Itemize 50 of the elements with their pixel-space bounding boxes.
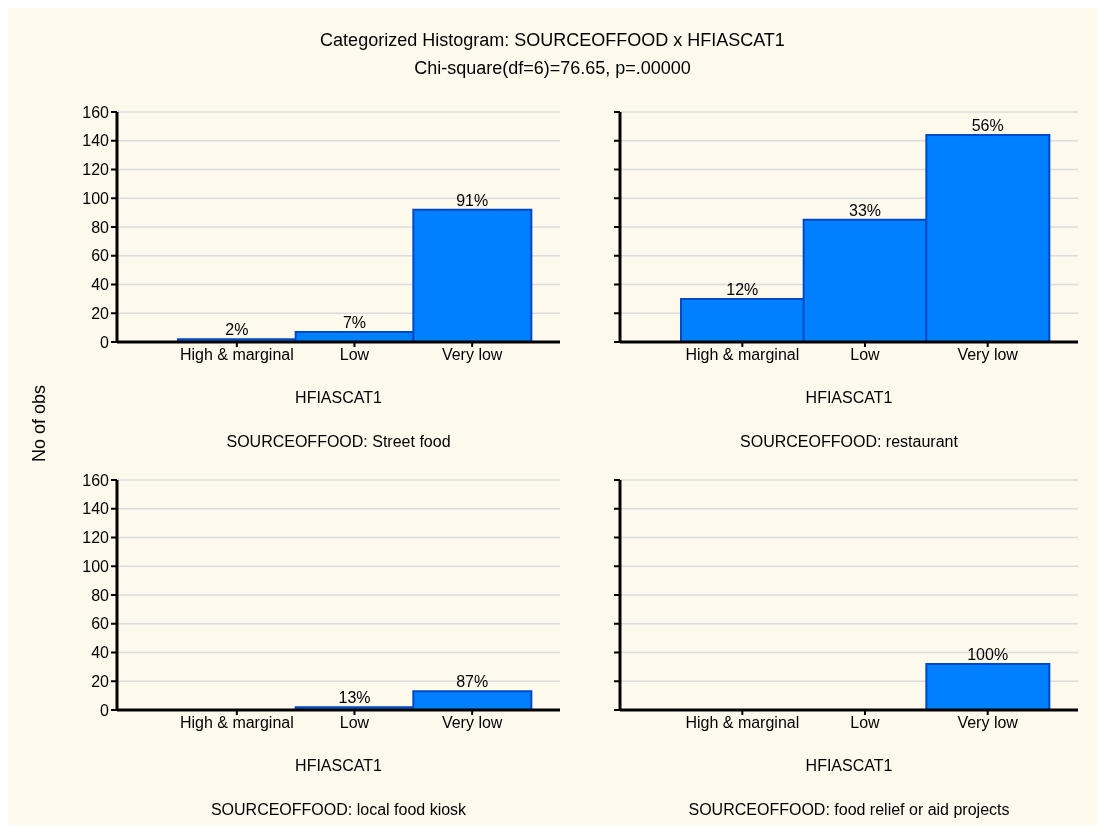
x-tick-label: Low bbox=[850, 714, 881, 732]
y-tick-label: 140 bbox=[82, 132, 110, 150]
y-tick-label: 100 bbox=[82, 189, 110, 207]
x-tick-label: Very low bbox=[957, 346, 1019, 364]
x-axis-title: HFIASCAT1 bbox=[294, 757, 383, 775]
x-tick-label: High & marginal bbox=[179, 714, 294, 732]
annotation: 2% bbox=[225, 321, 249, 339]
x-tick-label: High & marginal bbox=[685, 714, 800, 732]
chart-subtitle: Chi-square(df=6)=76.65, p=.00000 bbox=[413, 58, 692, 79]
text: SOURCEOFFOOD: Street food bbox=[225, 433, 452, 451]
x-tick-label: High & marginal bbox=[179, 346, 294, 364]
y-tick-label: 140 bbox=[82, 500, 110, 518]
x-tick-label: High & marginal bbox=[685, 346, 800, 364]
annotation: 87% bbox=[456, 673, 489, 691]
y-tick-label: 120 bbox=[82, 529, 110, 547]
text: SOURCEOFFOOD: food relief or aid projects bbox=[687, 801, 1011, 819]
y-tick-label: 0 bbox=[100, 333, 110, 351]
y-tick-label: 0 bbox=[100, 701, 110, 719]
x-tick-label: Very low bbox=[441, 346, 503, 364]
annotation: 91% bbox=[456, 191, 489, 209]
x-tick-label: Very low bbox=[957, 714, 1019, 732]
y-tick-label: 20 bbox=[91, 672, 110, 690]
x-tick-label: Very low bbox=[441, 714, 503, 732]
y-axis-title: No of obs bbox=[28, 384, 50, 465]
y-tick-label: 160 bbox=[82, 471, 110, 489]
chart-title: Categorized Histogram: SOURCEOFFOOD x HFIASCAT1 bbox=[319, 30, 786, 51]
x-tick-label: Low bbox=[339, 346, 370, 364]
annotation: 7% bbox=[342, 313, 367, 331]
annotation: 13% bbox=[338, 689, 371, 707]
y-tick-label: 60 bbox=[91, 247, 110, 265]
y-tick-label: 120 bbox=[82, 161, 110, 179]
y-tick-label: 20 bbox=[91, 304, 110, 322]
x-axis-title: HFIASCAT1 bbox=[804, 757, 894, 775]
y-tick-label: 80 bbox=[91, 218, 110, 236]
annotation: 12% bbox=[726, 280, 759, 298]
text: SOURCEOFFOOD: local food kiosk bbox=[209, 801, 468, 819]
y-tick-label: 100 bbox=[82, 557, 110, 575]
y-tick-label: 40 bbox=[91, 644, 110, 662]
x-axis-title: HFIASCAT1 bbox=[294, 389, 383, 407]
x-axis-title: HFIASCAT1 bbox=[804, 389, 894, 407]
y-tick-label: 80 bbox=[91, 586, 110, 604]
y-tick-label: 60 bbox=[91, 615, 110, 633]
y-tick-label: 160 bbox=[82, 103, 110, 121]
y-tick-label: 40 bbox=[91, 276, 110, 294]
text: SOURCEOFFOOD: restaurant bbox=[739, 433, 959, 451]
annotation: 33% bbox=[848, 201, 882, 219]
annotation: 56% bbox=[971, 117, 1004, 134]
annotation: 100% bbox=[967, 646, 1009, 663]
x-tick-label: Low bbox=[339, 714, 370, 732]
x-tick-label: Low bbox=[850, 346, 881, 364]
